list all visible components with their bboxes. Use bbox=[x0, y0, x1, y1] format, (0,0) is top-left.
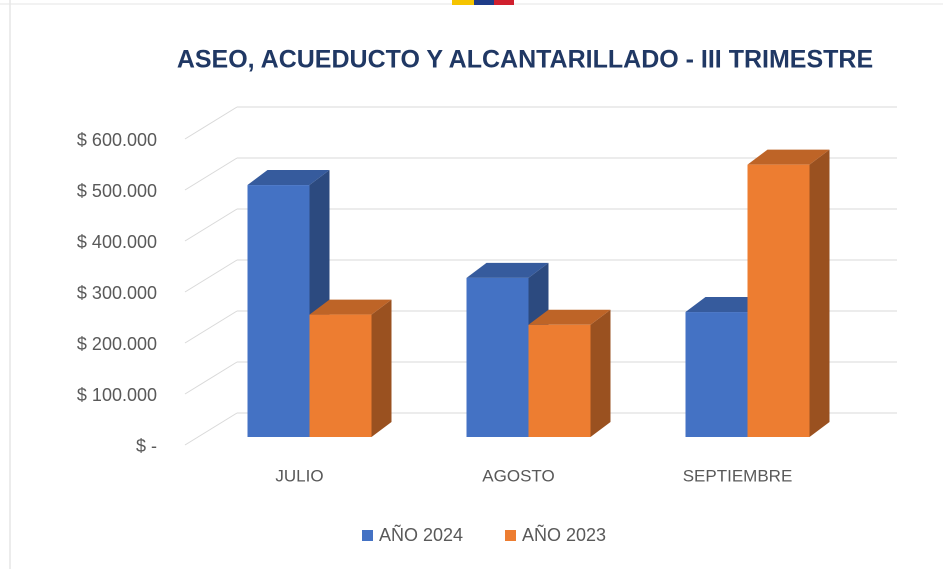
grid-line bbox=[184, 310, 238, 344]
flag bbox=[494, 0, 514, 5]
bar-top bbox=[747, 149, 830, 165]
flag bbox=[452, 0, 474, 5]
y-tick-label: $ 600.000 bbox=[77, 130, 157, 150]
x-tick-label: SEPTIEMBRE bbox=[683, 466, 793, 485]
bar-side bbox=[809, 149, 830, 437]
flag bbox=[474, 0, 494, 5]
bar bbox=[309, 314, 372, 437]
bar bbox=[747, 164, 810, 437]
bar bbox=[247, 185, 310, 437]
grid-line bbox=[184, 361, 238, 395]
y-tick-label: $ 100.000 bbox=[77, 385, 157, 405]
y-tick-label: $ 300.000 bbox=[77, 283, 157, 303]
bar-side bbox=[590, 309, 611, 437]
grid-line bbox=[184, 208, 238, 242]
bar-top bbox=[528, 309, 611, 325]
legend-label: AÑO 2023 bbox=[522, 524, 606, 545]
legend-label: AÑO 2024 bbox=[379, 524, 463, 545]
legend-swatch bbox=[362, 530, 373, 541]
bar-top bbox=[685, 297, 768, 313]
chart-title: ASEO, ACUEDUCTO Y ALCANTARILLADO - III T… bbox=[177, 46, 873, 74]
grid-line bbox=[184, 106, 238, 140]
grid-line bbox=[184, 157, 238, 191]
bar bbox=[685, 312, 748, 437]
bar-top bbox=[309, 299, 392, 315]
grid-line bbox=[184, 259, 238, 293]
y-tick-label: $ 200.000 bbox=[77, 334, 157, 354]
bar bbox=[466, 277, 529, 437]
legend-swatch bbox=[505, 530, 516, 541]
bar-side bbox=[371, 299, 392, 437]
x-tick-label: JULIO bbox=[275, 466, 323, 485]
y-tick-label: $ 500.000 bbox=[77, 181, 157, 201]
y-tick-label: $ 400.000 bbox=[77, 232, 157, 252]
bar-top bbox=[466, 262, 549, 278]
y-tick-label: $ - bbox=[136, 436, 157, 456]
bar bbox=[528, 324, 591, 437]
grid-line bbox=[184, 412, 238, 446]
x-tick-label: AGOSTO bbox=[482, 466, 554, 485]
bar-top bbox=[247, 170, 330, 186]
